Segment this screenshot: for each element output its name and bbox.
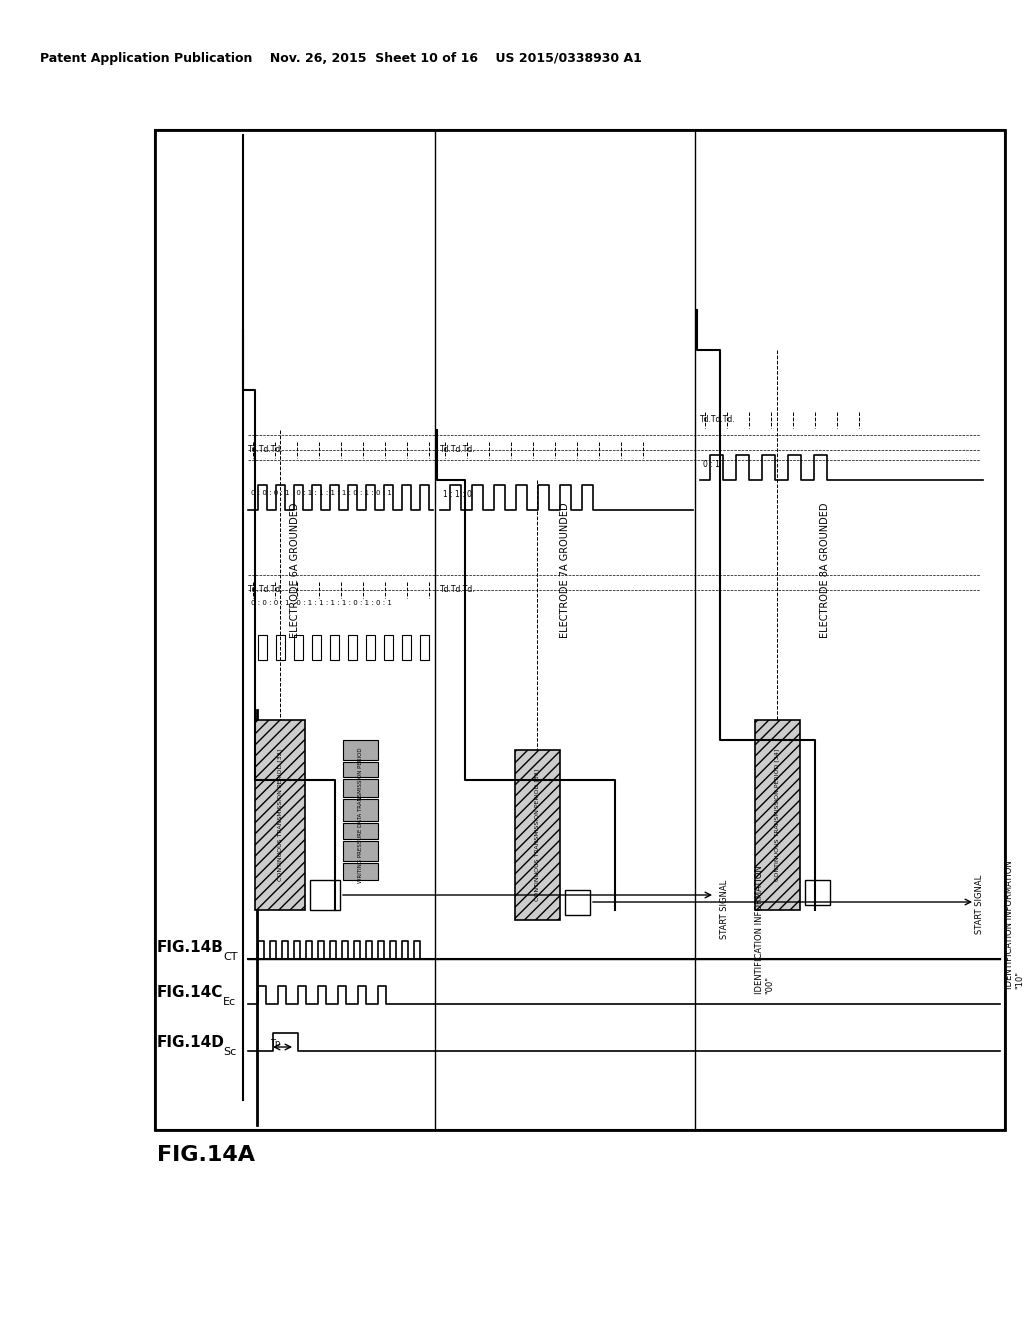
Text: CT: CT: [223, 952, 238, 962]
Bar: [276, 635, 285, 660]
Text: ELECTRODE 7A GROUNDED: ELECTRODE 7A GROUNDED: [560, 502, 570, 638]
Text: START SIGNAL: START SIGNAL: [975, 875, 984, 935]
Bar: [343, 863, 378, 880]
Bar: [348, 635, 357, 660]
Bar: [343, 741, 378, 760]
Text: Td.Td.Td.: Td.Td.Td.: [248, 446, 284, 454]
Bar: [366, 635, 375, 660]
Bar: [294, 635, 303, 660]
Bar: [343, 779, 378, 797]
Text: Ec: Ec: [223, 997, 237, 1007]
Text: FIG.14C: FIG.14C: [157, 985, 223, 1001]
Bar: [420, 635, 429, 660]
Bar: [255, 719, 305, 909]
Text: FIG.14A: FIG.14A: [157, 1144, 255, 1166]
Text: CONTINUOUS TRANSMISSION PERIOD [32]: CONTINUOUS TRANSMISSION PERIOD [32]: [278, 748, 283, 882]
Text: ELECTRODE 8A GROUNDED: ELECTRODE 8A GROUNDED: [820, 502, 830, 638]
Text: FIG.14D: FIG.14D: [157, 1035, 225, 1049]
Text: START SIGNAL: START SIGNAL: [720, 880, 729, 940]
Text: WRITING PRESSURE DATA TRANSMISSION PERIOD: WRITING PRESSURE DATA TRANSMISSION PERIO…: [357, 747, 362, 883]
Text: Td.Td.Td.: Td.Td.Td.: [248, 586, 284, 594]
Bar: [312, 635, 321, 660]
Text: IDENTIFICATION INFORMATION
"00": IDENTIFICATION INFORMATION "00": [755, 865, 774, 994]
Bar: [565, 890, 590, 915]
Bar: [258, 635, 267, 660]
Bar: [343, 762, 378, 777]
Text: CONTINUOUS TRANSMISSION PERIOD [34]: CONTINUOUS TRANSMISSION PERIOD [34]: [774, 748, 779, 882]
Text: 0 : 0 : 0 : 1   0 : 1 : 1 : 1 : 1 : 0 : 1 : 0 : 1: 0 : 0 : 0 : 1 0 : 1 : 1 : 1 : 1 : 0 : 1 …: [251, 490, 392, 496]
Bar: [402, 635, 411, 660]
Bar: [343, 822, 378, 840]
Text: 1 : 1 : 0: 1 : 1 : 0: [443, 490, 472, 499]
Text: IDENTIFICATION INFORMATION
"10": IDENTIFICATION INFORMATION "10": [1005, 861, 1024, 989]
Bar: [805, 880, 830, 906]
Bar: [330, 635, 339, 660]
Text: ELECTRODE 6A GROUNDED: ELECTRODE 6A GROUNDED: [290, 502, 300, 638]
Bar: [343, 799, 378, 821]
Bar: [310, 880, 340, 909]
Text: CONTINUOUS TRANSMISSION PERIOD [33]: CONTINUOUS TRANSMISSION PERIOD [33]: [535, 768, 540, 902]
Text: 0 : 1: 0 : 1: [703, 459, 720, 469]
Bar: [384, 635, 393, 660]
Text: Td.Td.Td.: Td.Td.Td.: [440, 446, 475, 454]
Text: Tp: Tp: [269, 1039, 281, 1048]
Text: Sc: Sc: [223, 1047, 237, 1057]
Bar: [755, 719, 800, 909]
Text: Td.Td.Td.: Td.Td.Td.: [440, 586, 475, 594]
Text: 0 : 0 : 0 : 1   0 : 1 : 1 : 1 : 1 : 0 : 1 : 0 : 1: 0 : 0 : 0 : 1 0 : 1 : 1 : 1 : 1 : 0 : 1 …: [251, 601, 392, 606]
Bar: [155, 129, 1005, 1130]
Text: Td.Td.Td.: Td.Td.Td.: [700, 416, 735, 425]
Text: FIG.14B: FIG.14B: [157, 940, 224, 954]
Bar: [343, 841, 378, 861]
Text: Patent Application Publication    Nov. 26, 2015  Sheet 10 of 16    US 2015/03389: Patent Application Publication Nov. 26, …: [40, 51, 642, 65]
Bar: [515, 750, 560, 920]
Bar: [155, 129, 1005, 1130]
